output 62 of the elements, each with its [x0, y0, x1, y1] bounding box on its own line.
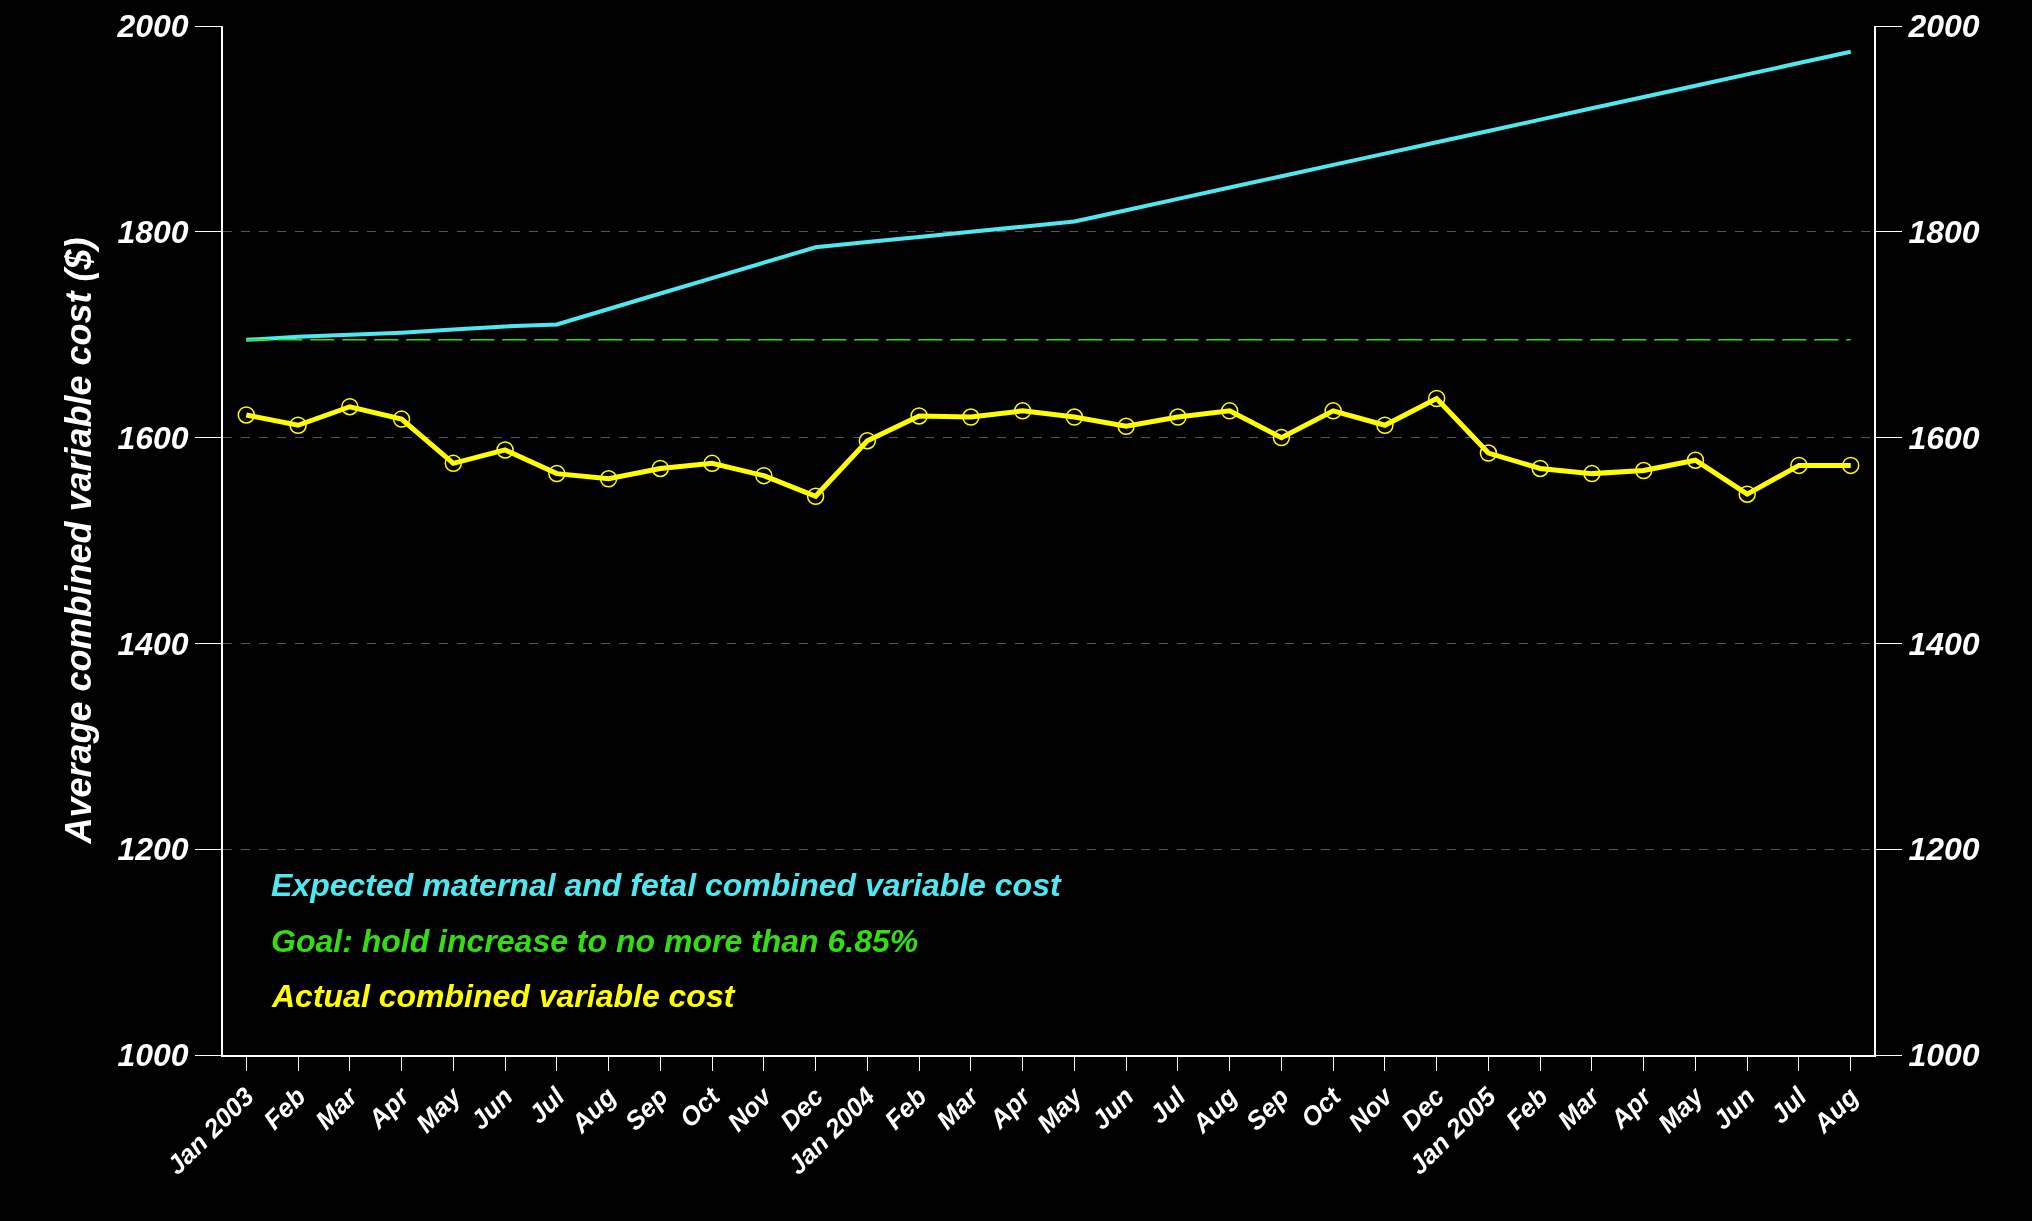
- point: [806, 487, 825, 505]
- x-tick-label: Jul: [1764, 1080, 1813, 1130]
- y-tick-label: 1600: [117, 419, 189, 456]
- point: [1376, 416, 1394, 434]
- point: [1738, 485, 1756, 503]
- point: [1634, 461, 1653, 480]
- point: [548, 464, 566, 483]
- point: [1169, 408, 1187, 426]
- point: [910, 407, 928, 425]
- point: [496, 441, 514, 459]
- point: [1841, 456, 1860, 475]
- y-tick-label: 1000: [117, 1037, 189, 1074]
- y-tick-label: 1400: [117, 625, 189, 662]
- x-tick-label: Jun: [1085, 1081, 1140, 1136]
- y2-tick-label: 1600: [1908, 419, 1980, 456]
- point: [1479, 444, 1498, 462]
- x-tick-label: Oct: [1294, 1080, 1348, 1134]
- x-tick-label: Feb: [878, 1081, 933, 1136]
- y2-tick-label: 1000: [1908, 1037, 1980, 1074]
- y2-tick-label: 1800: [1908, 214, 1980, 250]
- x-tick-label: Feb: [1499, 1081, 1554, 1136]
- text: Actual combined variable cost: [271, 978, 736, 1014]
- text: Expected maternal and fetal combined variable cost: [271, 867, 1062, 903]
- point: [858, 431, 877, 450]
- line-series: [244, 49, 1853, 342]
- point: [703, 454, 721, 473]
- x-tick-label: Oct: [673, 1080, 727, 1134]
- point: [1790, 456, 1808, 475]
- point: [289, 416, 307, 434]
- point: [1117, 417, 1135, 436]
- point: [392, 410, 411, 428]
- x-tick-label: Jun: [1706, 1081, 1761, 1136]
- point: [1272, 428, 1291, 447]
- text: Goal: hold increase to no more than 6.85%: [271, 923, 919, 959]
- y2-tick-label: 1400: [1908, 625, 1980, 662]
- point: [1220, 402, 1239, 420]
- y2-tick-label: 2000: [1907, 8, 1980, 45]
- y2-tick-label: 1200: [1908, 831, 1980, 868]
- point: [599, 470, 618, 488]
- point: [1583, 464, 1601, 483]
- y-axis-title: Average combined variable cost ($): [57, 237, 99, 845]
- point: [1531, 459, 1549, 478]
- point: [1013, 402, 1032, 420]
- x-tick-label: Jul: [1143, 1080, 1192, 1130]
- x-tick-label: Jun: [464, 1081, 519, 1136]
- point: [1427, 389, 1446, 408]
- point: [755, 466, 773, 485]
- x-tick-label: Jul: [522, 1080, 571, 1130]
- point: [1324, 402, 1342, 420]
- x-tick-label: Sep: [618, 1081, 674, 1137]
- point: [237, 406, 256, 424]
- point: [651, 459, 670, 478]
- point: [444, 454, 463, 473]
- y-tick-label: 2000: [116, 8, 189, 45]
- point: [962, 408, 980, 426]
- x-tick-label: Sep: [1239, 1081, 1295, 1137]
- x-tick-label: Feb: [257, 1081, 312, 1136]
- point: [1065, 408, 1084, 426]
- y-tick-label: 1800: [117, 214, 189, 250]
- point: [1686, 451, 1705, 469]
- point: [341, 397, 359, 416]
- y-tick-label: 1200: [117, 831, 189, 868]
